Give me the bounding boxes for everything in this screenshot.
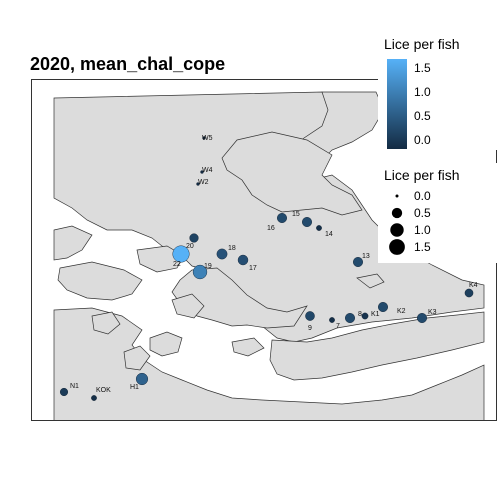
site-label-20: 20 [186,243,194,250]
site-label-k1: K1 [371,311,380,318]
site-marker-13 [353,257,363,267]
color-legend-tick: 1.0 [414,85,431,99]
plot-title: 2020, mean_chal_cope [30,54,226,74]
site-label-19: 19 [204,263,212,270]
site-marker-8 [345,313,355,323]
size-legend-title: Lice per fish [384,167,460,183]
site-label-k3: K3 [428,309,437,316]
site-label-h1: H1 [130,384,139,391]
land-southwest-coast [53,307,485,420]
size-legend-label: 0.5 [414,206,431,220]
color-bar [387,59,407,149]
site-marker-w2 [196,182,200,186]
site-marker-kok [91,395,97,401]
site-label-17: 17 [249,265,257,272]
site-marker-k4 [464,288,474,298]
land-west-strip [53,225,93,261]
site-marker-n1 [59,387,69,397]
size-legend-dot [391,207,403,219]
site-label-15: 15 [292,211,300,218]
land-island-small-1 [149,331,183,357]
site-label-k2: K2 [397,308,406,315]
color-legend-tick: 1.5 [414,61,431,75]
map-svg: W5 W4 W2 15 16 14 20 18 17 19 22 13 K4 K3 K2 K1 8 7 9 H1 N1 K… [53,91,485,420]
site-label-kok: KOK [96,387,111,394]
land-island-small-2 [123,345,151,371]
color-legend-tick: 0.5 [414,109,431,123]
site-label-22: 22 [173,261,181,268]
land-mid-island [136,245,185,273]
site-marker-w4 [200,170,204,174]
site-marker-h1 [135,372,149,386]
site-label-13: 13 [362,253,370,260]
site-label-7: 7 [336,323,340,330]
size-legend: Lice per fish 0.0 0.5 1.0 1.5 [378,163,498,263]
site-label-w2: W2 [198,179,209,186]
color-legend-title: Lice per fish [384,36,460,52]
land-island-small-4 [91,311,121,335]
site-label-14: 14 [325,231,333,238]
size-legend-items: 0.0 0.5 1.0 1.5 [389,189,431,255]
land-island-small-3 [171,293,205,319]
site-marker-14 [316,225,322,231]
site-label-8: 8 [358,311,362,318]
site-marker-15 [277,213,287,223]
size-legend-dot [390,223,404,237]
site-label-k4: K4 [469,282,478,289]
size-legend-label: 0.0 [414,189,431,203]
site-marker-16 [302,217,312,227]
site-marker-k3 [417,313,427,323]
site-marker-18 [216,248,228,260]
color-legend-tick: 0.0 [414,133,431,147]
size-legend-label: 1.5 [414,240,431,254]
site-marker-20 [189,233,199,243]
land-upper-right [221,131,363,216]
size-legend-dot [389,239,405,255]
size-legend-dot [395,194,399,198]
color-legend-svg: 1.5 1.0 0.5 0.0 [387,59,431,149]
land-island-small-6 [231,337,265,357]
site-marker-7 [329,317,335,323]
color-legend: Lice per fish 1.5 1.0 0.5 0.0 [378,32,498,150]
land-masses [53,91,485,420]
site-marker-22 [172,245,190,263]
site-label-9: 9 [308,325,312,332]
site-marker-19 [192,264,208,280]
site-label-w4: W4 [202,167,213,174]
site-marker-k2 [378,302,388,312]
land-island-small-5 [356,273,385,289]
site-label-16: 16 [267,225,275,232]
site-label-w5: W5 [202,135,213,142]
land-west-island [57,261,143,301]
size-legend-label: 1.0 [414,223,431,237]
site-marker-w5 [202,136,206,140]
site-label-18: 18 [228,245,236,252]
site-marker-k1 [361,312,369,320]
site-marker-9 [305,311,315,321]
site-marker-17 [237,254,249,266]
size-legend-svg: 0.0 0.5 1.0 1.5 [389,189,431,255]
site-label-n1: N1 [70,383,79,390]
color-ticks: 1.5 1.0 0.5 0.0 [414,61,431,147]
sites-layer: W5 W4 W2 15 16 14 20 18 17 19 22 13 K4 K3 K2 K1 8 7 9 H1 N1 K… [59,135,478,401]
land-south-peninsula [269,311,485,381]
